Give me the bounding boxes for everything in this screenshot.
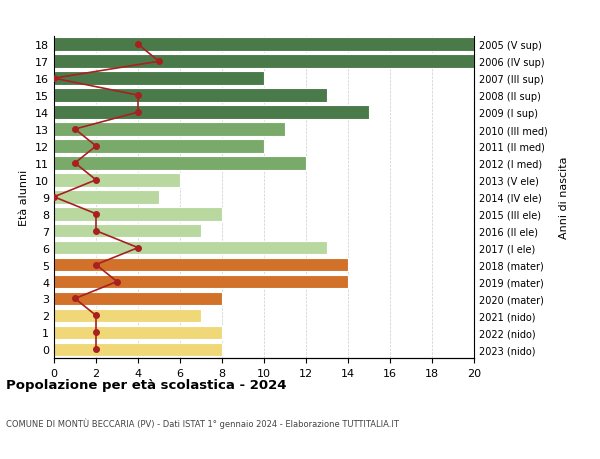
Bar <box>54 343 222 356</box>
Bar <box>54 207 222 221</box>
Bar <box>54 106 369 120</box>
Bar <box>54 89 327 103</box>
Bar <box>54 123 285 136</box>
Bar <box>54 140 264 153</box>
Bar <box>54 258 348 272</box>
Bar <box>54 190 159 204</box>
Bar <box>54 157 306 170</box>
Bar <box>54 292 222 306</box>
Bar <box>54 56 474 69</box>
Y-axis label: Età alunni: Età alunni <box>19 169 29 225</box>
Bar <box>54 309 201 323</box>
Bar <box>54 39 474 52</box>
Bar <box>54 275 348 289</box>
Bar <box>54 241 327 255</box>
Bar <box>54 174 180 187</box>
Text: COMUNE DI MONTÙ BECCARIA (PV) - Dati ISTAT 1° gennaio 2024 - Elaborazione TUTTIT: COMUNE DI MONTÙ BECCARIA (PV) - Dati IST… <box>6 418 399 428</box>
Bar <box>54 224 201 238</box>
Bar <box>54 72 264 86</box>
Y-axis label: Anni di nascita: Anni di nascita <box>559 156 569 239</box>
Bar <box>54 326 222 339</box>
Text: Popolazione per età scolastica - 2024: Popolazione per età scolastica - 2024 <box>6 379 287 392</box>
